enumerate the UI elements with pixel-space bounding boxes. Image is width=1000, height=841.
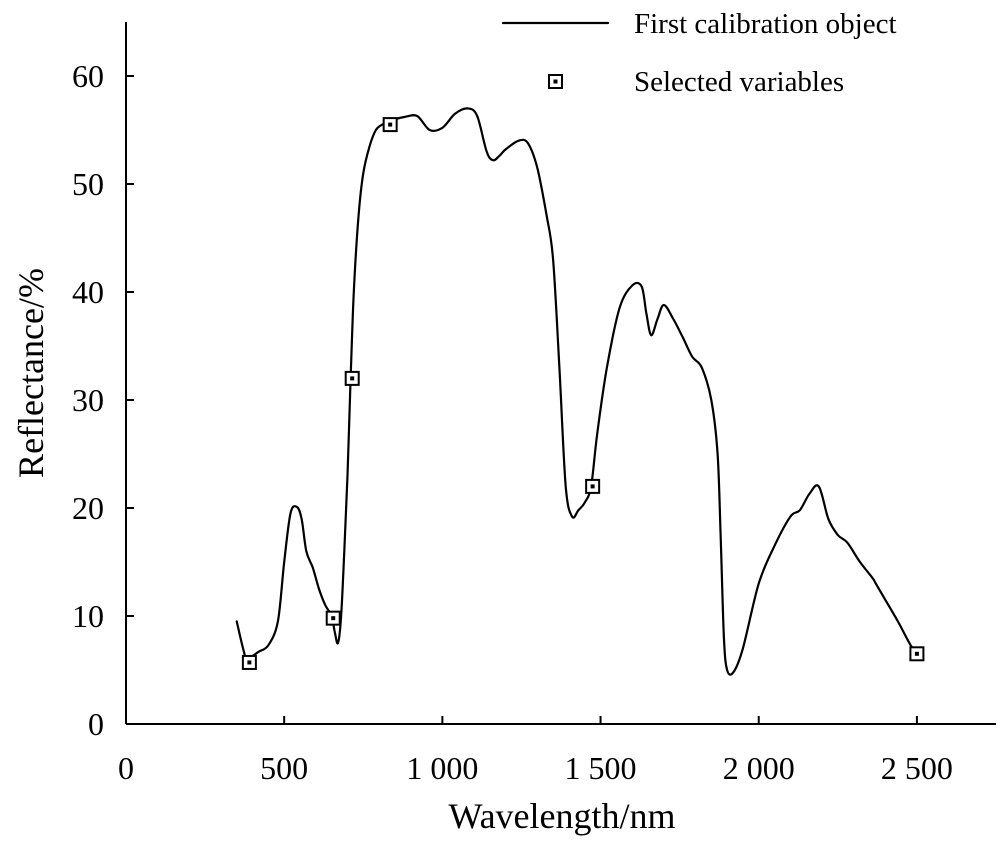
selected-variable-marker — [585, 478, 601, 494]
series-layer — [235, 107, 918, 676]
marker-dot — [247, 660, 252, 665]
x-tick-label: 1 000 — [406, 750, 478, 786]
x-tick-label: 500 — [260, 750, 308, 786]
marker-dot — [388, 122, 393, 127]
legend-label-line: First calibration object — [634, 8, 897, 40]
marker-dot — [590, 484, 595, 489]
marker-layer — [241, 117, 925, 670]
x-ticks: 0 500 1 000 1 500 2 000 2 500 — [118, 716, 953, 786]
y-tick-label: 60 — [72, 58, 104, 94]
legend: First calibration object Selected variab… — [501, 8, 897, 98]
x-tick-label: 0 — [118, 750, 134, 786]
y-tick-label: 40 — [72, 274, 104, 310]
marker-dot — [350, 376, 355, 381]
axes — [125, 22, 996, 725]
selected-variable-marker — [909, 646, 925, 662]
y-ticks: 0 10 20 30 40 50 60 — [72, 58, 134, 742]
selected-variable-marker — [344, 370, 360, 386]
x-tick-label: 2 000 — [723, 750, 795, 786]
marker-dot — [914, 651, 919, 656]
legend-marker-swatch-dot — [553, 79, 558, 84]
series-line-first-calibration-object — [235, 107, 918, 676]
y-tick-label: 0 — [88, 706, 104, 742]
selected-variable-marker — [382, 117, 398, 133]
marker-dot — [331, 616, 336, 621]
selected-variable-marker — [325, 610, 341, 626]
y-axis-title: Reflectance/% — [11, 268, 51, 478]
y-tick-label: 50 — [72, 166, 104, 202]
selected-variable-marker — [241, 654, 257, 670]
x-tick-label: 1 500 — [565, 750, 637, 786]
y-tick-label: 30 — [72, 382, 104, 418]
x-axis-title: Wavelength/nm — [448, 796, 675, 836]
y-tick-label: 10 — [72, 598, 104, 634]
legend-label-marker: Selected variables — [634, 66, 844, 98]
x-tick-label: 2 500 — [881, 750, 953, 786]
y-tick-label: 20 — [72, 490, 104, 526]
